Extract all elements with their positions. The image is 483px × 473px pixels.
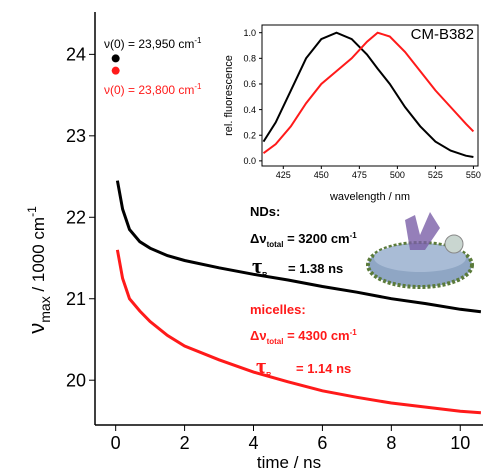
x-axis-label: wavelength / nm <box>329 191 410 203</box>
y-tick-label: 21 <box>66 289 86 309</box>
line-series <box>115 249 482 415</box>
x-axis-label: time / ns <box>257 453 321 472</box>
y-tick-label: 0.4 <box>243 105 256 115</box>
plot-frame <box>261 24 479 167</box>
y-tick-label: 20 <box>66 370 86 390</box>
y-tick-label: 0.6 <box>243 79 256 89</box>
x-tick-label: 475 <box>352 170 367 180</box>
annotation: NDs: <box>250 204 280 219</box>
y-tick-label: 0.2 <box>243 130 256 140</box>
x-tick-label: 525 <box>428 170 443 180</box>
y-axis-label: rel. fluorescence <box>223 55 235 136</box>
y-axis-label: νmax / 1000 cm-1 <box>24 206 53 334</box>
annotation: ν(0) = 23,950 cm-1 <box>104 36 202 51</box>
line-series <box>262 31 475 155</box>
x-tick-label: 6 <box>317 433 327 453</box>
x-tick-label: 425 <box>276 170 291 180</box>
x-tick-label: 8 <box>386 433 396 453</box>
annotation: micelles: <box>250 302 306 317</box>
x-tick-label: 500 <box>390 170 405 180</box>
x-tick-label: 450 <box>314 170 329 180</box>
chart-title: CM-B382 <box>411 26 474 43</box>
x-tick-label: 2 <box>180 433 190 453</box>
annotation: Δνtotal = 3200 cm-1 <box>250 231 357 249</box>
y-tick-label: 22 <box>66 208 86 228</box>
line-series <box>115 180 482 314</box>
line-series <box>262 31 474 158</box>
x-tick-label: 550 <box>466 170 481 180</box>
annotation: τR = 1.38 ns <box>252 253 343 279</box>
y-tick-label: 0.0 <box>243 156 256 166</box>
x-tick-label: 4 <box>249 433 259 453</box>
point <box>111 66 120 75</box>
x-tick-label: 0 <box>111 433 121 453</box>
illustration <box>366 212 474 289</box>
annotation: Δνtotal = 4300 cm-1 <box>250 328 357 346</box>
y-tick-label: 23 <box>66 126 86 146</box>
y-tick-label: 1.0 <box>243 28 256 38</box>
x-tick-label: 10 <box>450 433 470 453</box>
point <box>111 54 120 63</box>
y-tick-label: 24 <box>66 45 86 65</box>
inset-plot: 425 450 475 500 525 550 0.0 0.2 0.4 0.6 0.8 1.0 CM-B… <box>223 24 481 203</box>
annotation: ν(0) = 23,800 cm-1 <box>104 82 202 97</box>
y-tick-label: 0.8 <box>243 53 256 63</box>
annotation: τR = 1.14 ns <box>256 353 351 379</box>
